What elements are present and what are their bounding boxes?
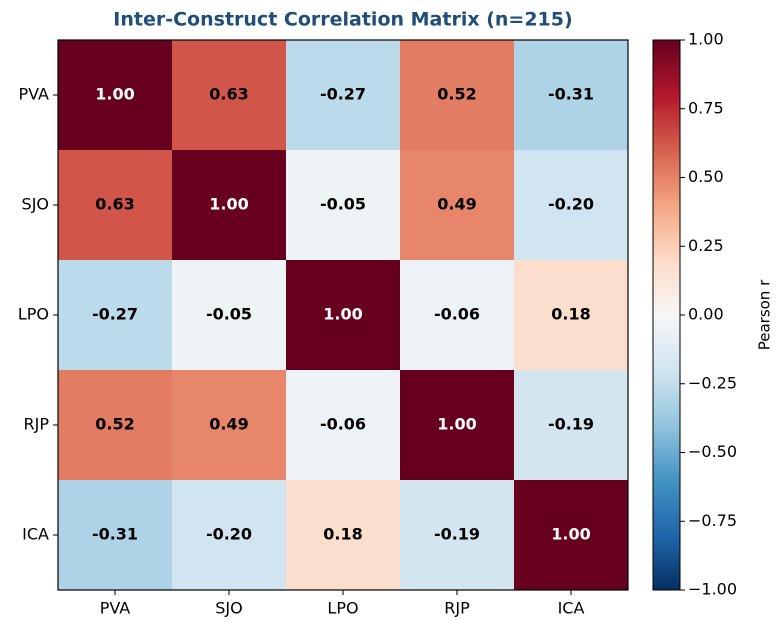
heatmap-cell: [514, 370, 629, 481]
heatmap-cell: [172, 260, 287, 371]
colorbar-label: Pearson r: [756, 279, 774, 350]
cell-value-label: 0.52: [437, 85, 476, 104]
cell-value-label: 0.52: [95, 415, 134, 434]
cell-value-label: 1.00: [209, 195, 248, 214]
heatmap-cell: [58, 480, 173, 591]
heatmap-cell: [514, 260, 629, 371]
heatmap-cell: [58, 260, 173, 371]
cell-value-label: -0.19: [434, 525, 480, 544]
cell-value-label: 0.63: [209, 85, 248, 104]
cell-value-label: 1.00: [551, 525, 590, 544]
cell-value-label: -0.06: [434, 305, 480, 324]
colorbar-tick-label: 0.25: [688, 236, 724, 255]
heatmap-cell: [286, 40, 401, 151]
y-tick-label: ICA: [22, 525, 49, 544]
cell-value-label: 0.49: [209, 415, 248, 434]
heatmap-cell: [400, 260, 515, 371]
cell-value-label: 0.18: [551, 305, 590, 324]
heatmap-cell: [400, 150, 515, 261]
heatmap-cell: [286, 260, 401, 371]
y-tick-label: SJO: [22, 195, 49, 214]
heatmap-cell: [58, 150, 173, 261]
heatmap-cell: [58, 40, 173, 151]
colorbar-tick-label: 1.00: [688, 30, 724, 49]
heatmap-cell: [172, 150, 287, 261]
x-tick-label: RJP: [444, 599, 470, 618]
cell-value-label: -0.31: [92, 525, 138, 544]
cell-value-label: -0.27: [320, 85, 366, 104]
y-tick-label: RJP: [24, 415, 50, 434]
colorbar-tick-label: −0.75: [688, 511, 737, 530]
cell-value-label: -0.31: [548, 85, 594, 104]
heatmap-cell: [172, 370, 287, 481]
colorbar-tick-label: −0.50: [688, 442, 737, 461]
x-tick-label: LPO: [327, 599, 358, 618]
heatmap-cell: [514, 480, 629, 591]
cell-value-label: -0.20: [548, 195, 594, 214]
x-tick-label: PVA: [100, 599, 131, 618]
cell-value-label: 0.18: [323, 525, 362, 544]
cell-value-label: -0.20: [206, 525, 252, 544]
heatmap-cell: [172, 480, 287, 591]
cell-value-label: -0.19: [548, 415, 594, 434]
heatmap-cell: [58, 370, 173, 481]
cell-value-label: -0.06: [320, 415, 366, 434]
heatmap-cell: [286, 150, 401, 261]
heatmap-cell: [514, 40, 629, 151]
colorbar-tick-label: 0.50: [688, 167, 724, 186]
colorbar-tick-label: 0.00: [688, 305, 724, 324]
chart-title: Inter-Construct Correlation Matrix (n=21…: [113, 9, 572, 31]
heatmap-cell: [286, 370, 401, 481]
heatmap-cell: [514, 150, 629, 261]
cell-value-label: 1.00: [95, 85, 134, 104]
cell-value-label: -0.05: [206, 305, 252, 324]
x-tick-label: ICA: [558, 599, 585, 618]
heatmap-cell: [400, 480, 515, 591]
colorbar-tick-label: −1.00: [688, 580, 737, 599]
cell-value-label: -0.27: [92, 305, 138, 324]
heatmap-cell: [400, 370, 515, 481]
x-tick-label: SJO: [215, 599, 242, 618]
heatmap-cell: [286, 480, 401, 591]
y-tick-label: PVA: [18, 85, 49, 104]
heatmap-cell: [172, 40, 287, 151]
cell-value-label: 1.00: [437, 415, 476, 434]
heatmap-cell: [400, 40, 515, 151]
y-tick-label: LPO: [18, 305, 49, 324]
colorbar-tick-label: −0.25: [688, 373, 737, 392]
cell-value-label: 0.49: [437, 195, 476, 214]
cell-value-label: 1.00: [323, 305, 362, 324]
colorbar-tick-label: 0.75: [688, 98, 724, 117]
cell-value-label: 0.63: [95, 195, 134, 214]
cell-value-label: -0.05: [320, 195, 366, 214]
colorbar: [652, 39, 681, 591]
